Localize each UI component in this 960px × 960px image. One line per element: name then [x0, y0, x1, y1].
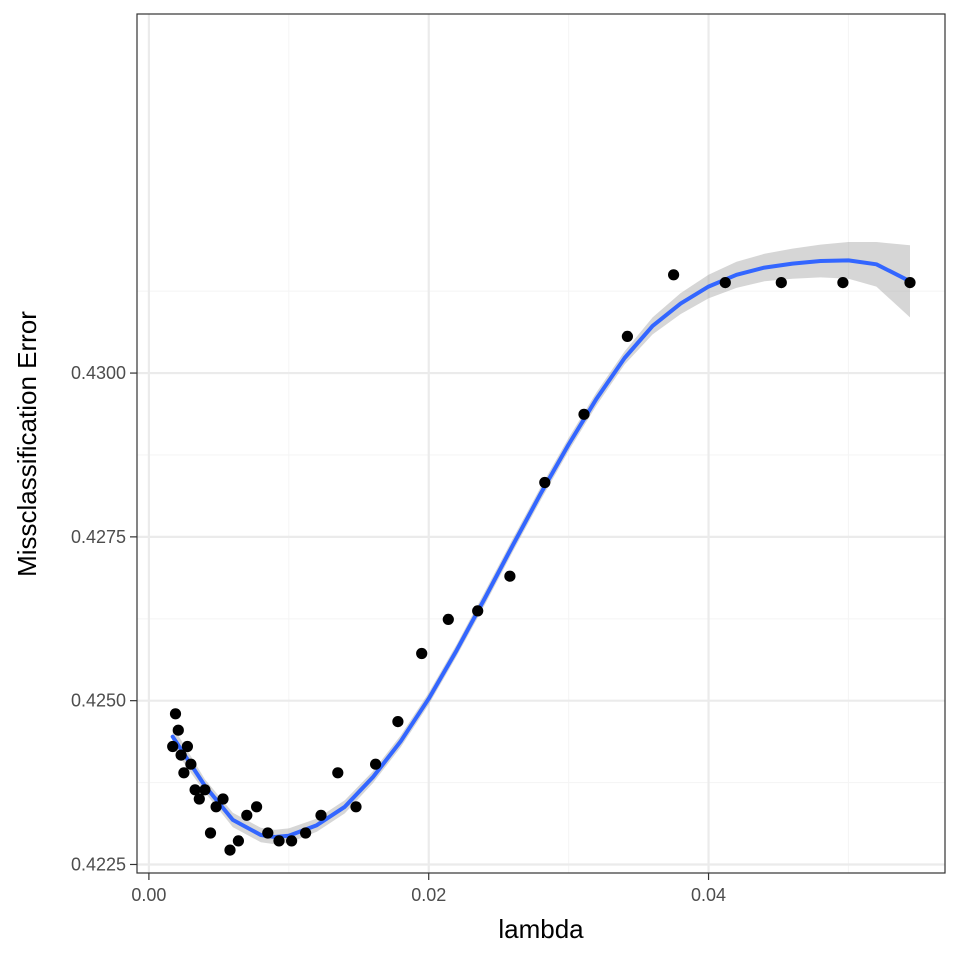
- data-point-14: [232, 835, 244, 847]
- y-axis-title: Missclassification Error: [12, 311, 42, 577]
- data-point-19: [286, 835, 298, 847]
- major-gridlines: [137, 14, 945, 873]
- data-point-33: [668, 269, 680, 281]
- data-point-34: [719, 277, 731, 289]
- y-tick-label-3: 0.4300: [71, 363, 126, 383]
- data-point-5: [181, 740, 193, 753]
- data-point-37: [904, 277, 916, 289]
- data-point-15: [241, 809, 253, 821]
- data-point-16: [251, 801, 263, 813]
- data-point-17: [262, 827, 274, 839]
- data-point-20: [300, 827, 312, 839]
- data-point-30: [539, 476, 551, 489]
- x-tick-label-0: 0.00: [131, 885, 166, 905]
- data-point-32: [621, 330, 634, 342]
- data-point-0: [167, 740, 179, 753]
- y-tick-label-1: 0.4250: [71, 691, 126, 711]
- data-point-2: [172, 724, 184, 736]
- data-point-6: [185, 758, 197, 770]
- data-point-27: [442, 613, 454, 626]
- data-point-10: [204, 827, 217, 839]
- data-point-23: [350, 801, 362, 813]
- data-point-12: [217, 793, 229, 805]
- data-point-25: [392, 716, 404, 728]
- data-point-4: [178, 767, 190, 779]
- data-point-28: [472, 605, 484, 617]
- y-tick-label-2: 0.4275: [71, 527, 126, 547]
- x-axis-ticks: 0.00 0.02 0.04: [131, 873, 726, 905]
- data-point-1: [169, 708, 182, 720]
- data-point-18: [273, 835, 285, 847]
- data-point-7: [189, 784, 201, 796]
- data-point-26: [416, 647, 428, 660]
- x-tick-label-2: 0.04: [691, 885, 726, 905]
- panel-border: [136, 13, 946, 874]
- data-point-8: [193, 793, 205, 805]
- scatter-points: [167, 269, 916, 856]
- data-point-3: [175, 749, 187, 761]
- minor-gridlines: [137, 14, 945, 873]
- y-axis-ticks: 0.4225 0.4250 0.4275 0.4300: [71, 363, 137, 874]
- data-point-22: [332, 767, 344, 779]
- data-point-21: [315, 809, 327, 821]
- data-point-13: [224, 844, 236, 856]
- y-tick-label-0: 0.4225: [71, 854, 126, 874]
- x-axis-title: lambda: [498, 914, 584, 944]
- data-point-11: [210, 801, 222, 813]
- x-tick-label-1: 0.02: [411, 885, 446, 905]
- data-point-36: [837, 277, 849, 289]
- data-point-9: [199, 784, 211, 796]
- data-point-29: [504, 570, 516, 582]
- data-point-24: [370, 758, 382, 770]
- data-point-31: [578, 408, 590, 420]
- data-point-35: [775, 277, 787, 289]
